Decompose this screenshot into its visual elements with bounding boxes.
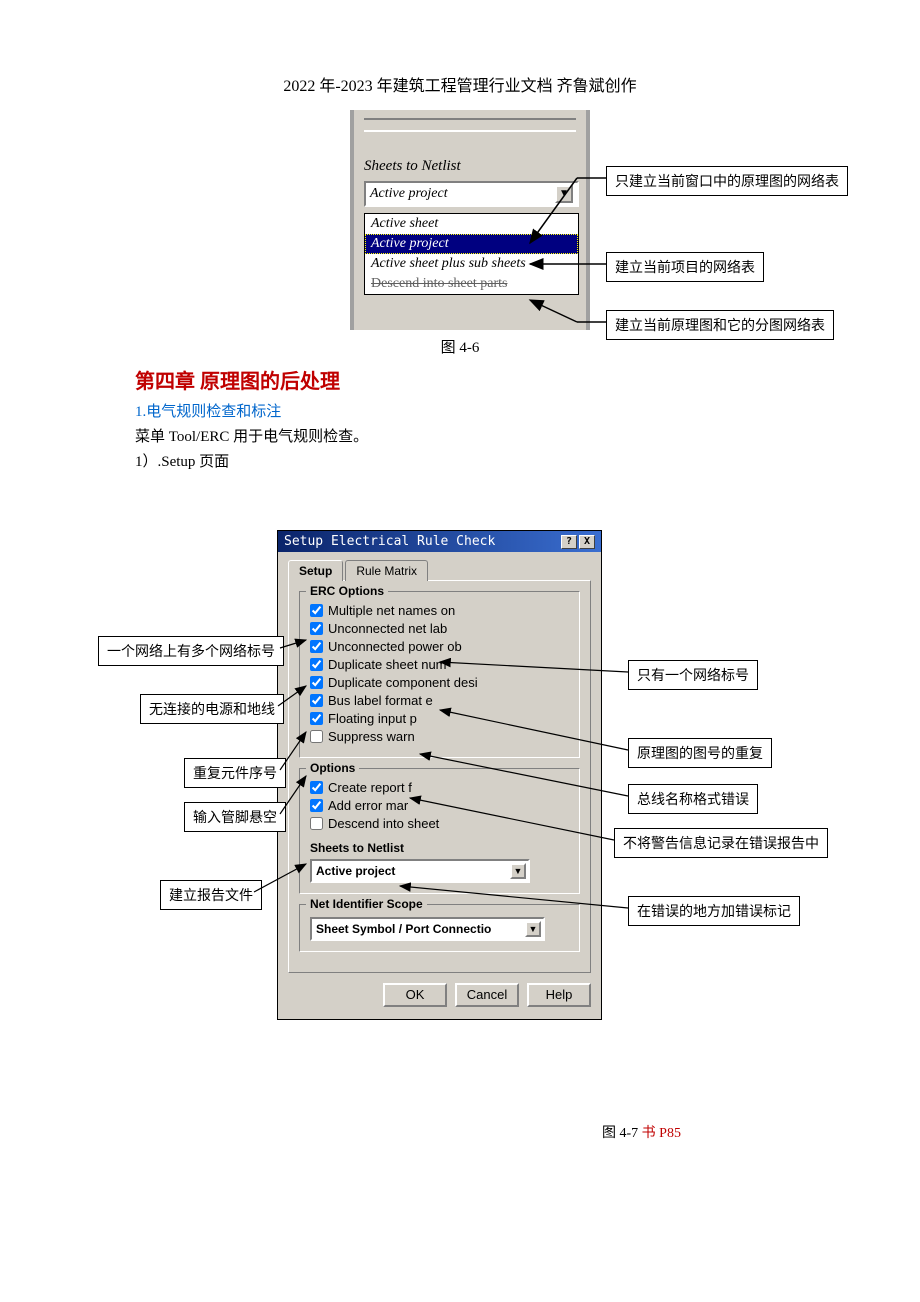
erc-tabs: Setup Rule Matrix — [288, 560, 591, 581]
body-text: 1）.Setup 页面 — [135, 450, 785, 471]
fig46-panel: Sheets to Netlist Active project ▼ Activ… — [350, 110, 590, 330]
dropdown-arrow-icon[interactable]: ▼ — [555, 185, 573, 203]
sheets-to-netlist-label-2: Sheets to Netlist — [310, 841, 569, 855]
check-descend-sheet[interactable]: Descend into sheet — [310, 816, 569, 831]
checkbox-label: Multiple net names on — [328, 603, 455, 618]
scope-select[interactable]: Sheet Symbol / Port Connectio ▼ — [310, 917, 545, 941]
annot-erc-l1: 一个网络上有多个网络标号 — [98, 636, 284, 666]
annot-erc-r1: 只有一个网络标号 — [628, 660, 758, 690]
erc-dialog: Setup Electrical Rule Check ? X Setup Ru… — [277, 530, 602, 1020]
annot-erc-r4: 不将警告信息记录在错误报告中 — [614, 828, 828, 858]
annot-erc-l3: 重复元件序号 — [184, 758, 286, 788]
checkbox-label: Suppress warn — [328, 729, 415, 744]
close-icon[interactable]: X — [579, 535, 595, 549]
checkbox-label: Add error mar — [328, 798, 408, 813]
fig47-label: 图 4-7 — [602, 1126, 638, 1141]
fig47-caption: 图 4-7 书 P85 — [602, 1122, 681, 1142]
annot-erc-l4: 输入管脚悬空 — [184, 802, 286, 832]
checkbox[interactable] — [310, 604, 323, 617]
check-duplicate-component[interactable]: Duplicate component desi — [310, 675, 569, 690]
tab-setup[interactable]: Setup — [288, 560, 343, 581]
list-item[interactable]: Active sheet plus sub sheets — [365, 254, 578, 274]
list-item[interactable]: Active sheet — [365, 214, 578, 234]
sheets-select-2[interactable]: Active project ▼ — [310, 859, 530, 883]
cancel-button[interactable]: Cancel — [455, 983, 519, 1007]
erc-title: Setup Electrical Rule Check — [284, 534, 495, 549]
sheets-select-value: Active project — [370, 186, 448, 202]
annot-fig46-r2: 建立当前项目的网络表 — [606, 252, 764, 282]
erc-options-group: ERC Options Multiple net names on Unconn… — [299, 591, 580, 758]
body-text: 菜单 Tool/ERC 用于电气规则检查。 — [135, 425, 785, 446]
section-subtitle: 1.电气规则检查和标注 — [135, 400, 785, 421]
check-unconnected-net-label[interactable]: Unconnected net lab — [310, 621, 569, 636]
annot-erc-l2: 无连接的电源和地线 — [140, 694, 284, 724]
checkbox-label: Unconnected net lab — [328, 621, 447, 636]
options-group: Options Create report f Add error mar De… — [299, 768, 580, 894]
check-bus-label-format[interactable]: Bus label format e — [310, 693, 569, 708]
checkbox[interactable] — [310, 817, 323, 830]
checkbox[interactable] — [310, 676, 323, 689]
checkbox-label: Duplicate component desi — [328, 675, 478, 690]
annot-fig46-r1: 只建立当前窗口中的原理图的网络表 — [606, 166, 848, 196]
help-button[interactable]: Help — [527, 983, 591, 1007]
checkbox-label: Descend into sheet — [328, 816, 439, 831]
sheets-dropdown-list[interactable]: Active sheet Active project Active sheet… — [364, 213, 579, 295]
checkbox[interactable] — [310, 799, 323, 812]
checkbox[interactable] — [310, 640, 323, 653]
checkbox[interactable] — [310, 694, 323, 707]
net-identifier-scope-group: Net Identifier Scope Sheet Symbol / Port… — [299, 904, 580, 952]
group-title-options: Options — [306, 761, 359, 775]
group-title-erc-options: ERC Options — [306, 584, 388, 598]
annot-erc-l5: 建立报告文件 — [160, 880, 262, 910]
dropdown-arrow-icon[interactable]: ▼ — [510, 863, 526, 879]
annot-fig46-r3: 建立当前原理图和它的分图网络表 — [606, 310, 834, 340]
fig47-red-note: 书 P85 — [642, 1126, 681, 1141]
checkbox-label: Floating input p — [328, 711, 417, 726]
panel-top-divider — [364, 118, 576, 132]
check-create-report[interactable]: Create report f — [310, 780, 569, 795]
checkbox[interactable] — [310, 622, 323, 635]
section-chapter4: 第四章 原理图的后处理 1.电气规则检查和标注 菜单 Tool/ERC 用于电气… — [135, 365, 785, 475]
list-item[interactable]: Active project — [365, 234, 578, 254]
check-duplicate-sheet-num[interactable]: Duplicate sheet num — [310, 657, 569, 672]
annot-erc-r5: 在错误的地方加错误标记 — [628, 896, 800, 926]
chapter-title: 第四章 原理图的后处理 — [135, 365, 785, 394]
list-item[interactable]: Descend into sheet parts — [365, 274, 578, 294]
sheets-select[interactable]: Active project ▼ — [364, 181, 579, 207]
page-header: 2022 年-2023 年建筑工程管理行业文档 齐鲁斌创作 — [0, 0, 920, 96]
checkbox-label: Create report f — [328, 780, 412, 795]
help-icon[interactable]: ? — [561, 535, 577, 549]
annot-erc-r2: 原理图的图号的重复 — [628, 738, 772, 768]
checkbox[interactable] — [310, 712, 323, 725]
checkbox[interactable] — [310, 658, 323, 671]
scope-select-value: Sheet Symbol / Port Connectio — [316, 922, 491, 936]
checkbox-label: Bus label format e — [328, 693, 433, 708]
annot-erc-r3: 总线名称格式错误 — [628, 784, 758, 814]
erc-titlebar: Setup Electrical Rule Check ? X — [278, 531, 601, 552]
checkbox[interactable] — [310, 781, 323, 794]
sheets-to-netlist-label: Sheets to Netlist — [364, 158, 576, 175]
check-unconnected-power[interactable]: Unconnected power ob — [310, 639, 569, 654]
check-floating-input[interactable]: Floating input p — [310, 711, 569, 726]
check-add-error-marker[interactable]: Add error mar — [310, 798, 569, 813]
sheets-select-value-2: Active project — [316, 864, 395, 878]
ok-button[interactable]: OK — [383, 983, 447, 1007]
check-suppress-warn[interactable]: Suppress warn — [310, 729, 569, 744]
check-multiple-net-names[interactable]: Multiple net names on — [310, 603, 569, 618]
tab-rule-matrix[interactable]: Rule Matrix — [345, 560, 428, 581]
checkbox[interactable] — [310, 730, 323, 743]
dropdown-arrow-icon[interactable]: ▼ — [525, 921, 541, 937]
checkbox-label: Duplicate sheet num — [328, 657, 447, 672]
group-title-net-scope: Net Identifier Scope — [306, 897, 427, 911]
checkbox-label: Unconnected power ob — [328, 639, 462, 654]
